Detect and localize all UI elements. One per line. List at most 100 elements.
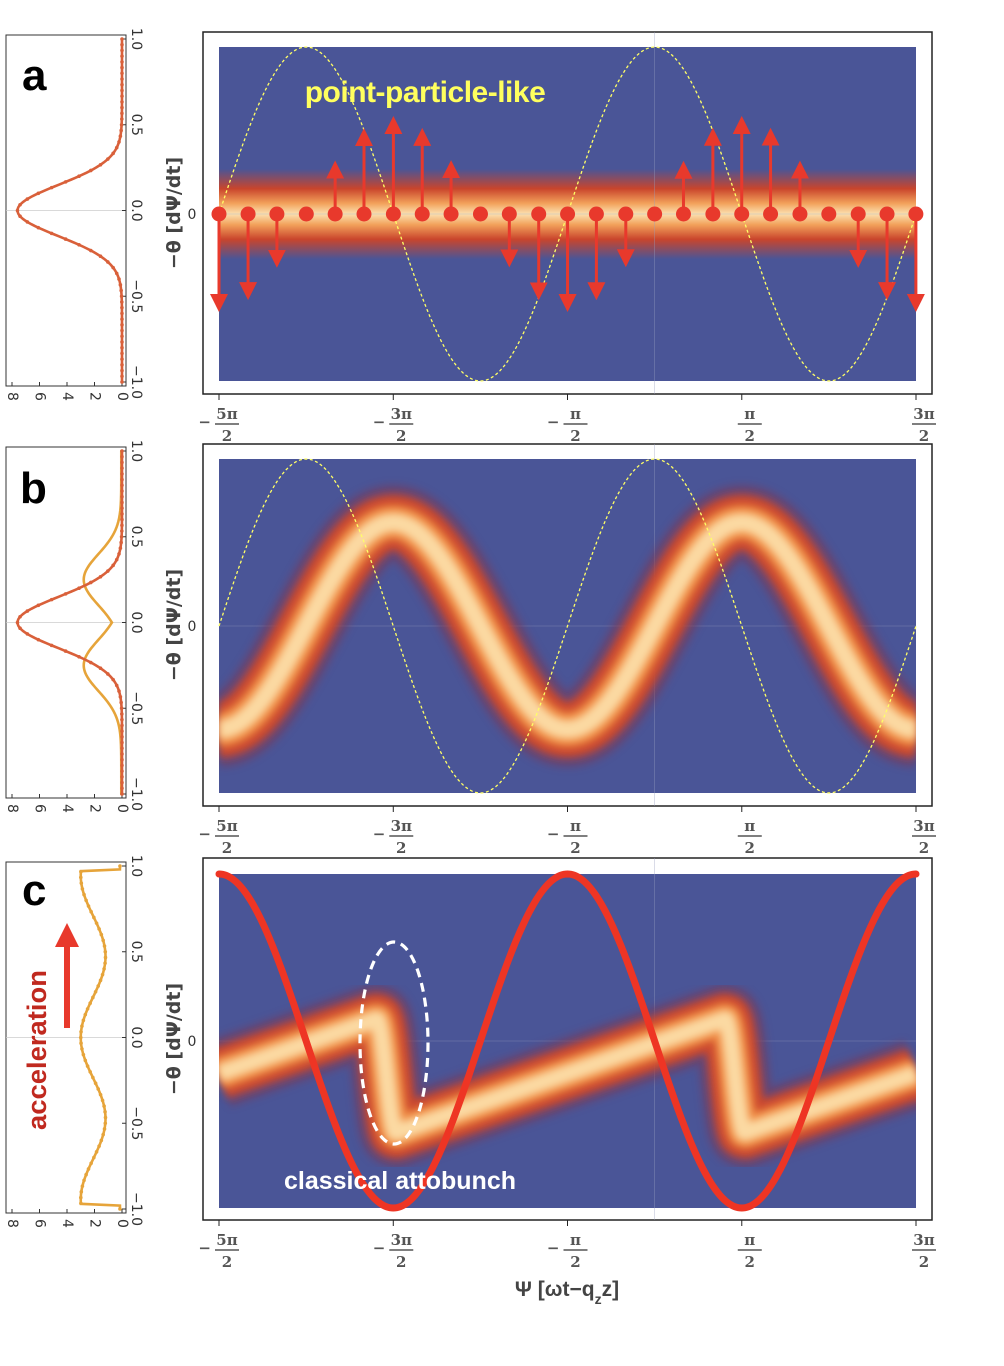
profile-curve-marker	[120, 100, 124, 104]
tick-denominator: 2	[745, 1253, 755, 1271]
density-band	[219, 484, 916, 768]
tick-numerator: 3π	[913, 817, 934, 835]
tick-numerator: 3π	[391, 405, 412, 423]
profile-curve-marker	[119, 700, 123, 705]
profile-curve-marker	[101, 1132, 105, 1137]
profile-curve-marker	[114, 557, 119, 562]
y-axis-label: −θ [dΨ/dt]	[163, 569, 185, 681]
profile-curve-marker	[117, 552, 121, 556]
profile-curve-marker	[93, 989, 98, 994]
profile-y-tick-label: 1.0	[128, 440, 144, 462]
profile-curve-marker	[117, 689, 121, 693]
profile-curve-marker	[120, 60, 124, 64]
particle-marker	[269, 206, 285, 222]
x-tick-label: − π 2	[547, 817, 588, 857]
profile-curve-marker	[25, 197, 30, 201]
reference-curve	[218, 458, 917, 794]
profile-curve-marker	[120, 323, 124, 327]
tick-numerator: 3π	[391, 817, 412, 835]
x-tick-label: 3π2	[912, 405, 936, 445]
profile-curve-marker	[120, 449, 124, 453]
profile-curve-marker	[102, 1104, 106, 1108]
panel-letter-a: a	[22, 51, 47, 100]
profile-curve-marker	[120, 82, 124, 87]
profile-y-tick-label: −1.0	[128, 365, 144, 399]
profile-curve-marker	[84, 898, 88, 903]
x-axis-label-subscript: z	[595, 1291, 602, 1307]
profile-curve-marker	[103, 1110, 107, 1114]
tick-denominator: 2	[222, 427, 232, 445]
profile-curve-marker	[98, 254, 103, 259]
profile-curve-marker	[114, 145, 119, 150]
profile-curve-marker	[118, 695, 123, 699]
profile-curve-marker	[120, 712, 124, 716]
particle-marker	[675, 206, 691, 222]
profile-curve-marker	[103, 1115, 108, 1120]
profile-curve-marker	[63, 180, 68, 184]
tick-numerator: 5π	[216, 817, 237, 835]
profile-curve-marker	[120, 729, 124, 733]
profile-curve-marker	[98, 162, 103, 167]
profile-curve-marker	[79, 881, 84, 885]
particle-marker	[385, 206, 401, 222]
profile-curve-marker	[120, 746, 124, 751]
particle-marker	[356, 206, 372, 222]
profile-y-tick-label: 0.5	[128, 941, 144, 963]
profile-curve-marker	[80, 1024, 84, 1028]
particle-marker	[414, 206, 430, 222]
profile-curve-marker	[18, 626, 22, 631]
tick-numerator: 5π	[216, 1231, 237, 1249]
particle-marker	[734, 206, 750, 222]
profile-curve-marker	[89, 248, 93, 253]
profile-curve-marker	[120, 117, 124, 121]
particle-marker	[327, 206, 343, 222]
profile-x-tick-label: 8	[4, 392, 20, 401]
profile-curve-marker	[92, 1155, 96, 1160]
profile-curve-marker	[120, 317, 124, 321]
density-band	[219, 984, 916, 1168]
profile-curve-marker	[103, 961, 107, 965]
particle-marker	[472, 206, 488, 222]
x-axis-label-main: Ψ [ωt−q	[515, 1278, 595, 1301]
particle-marker	[211, 206, 227, 222]
profile-x-tick-label: 6	[32, 1219, 48, 1228]
profile-curve-marker	[120, 88, 124, 93]
tick-numerator: π	[744, 405, 755, 423]
tick-sign: −	[198, 413, 211, 431]
profile-curve-marker	[83, 1012, 88, 1017]
profile-curve-marker	[15, 620, 20, 625]
x-tick-label: π2	[737, 1231, 762, 1271]
profile-curve-marker	[120, 506, 124, 510]
profile-curve-marker	[120, 300, 124, 304]
profile-curve-marker	[111, 265, 115, 270]
profile-x-tick-label: 2	[87, 804, 103, 813]
x-tick-label: −3π 2	[373, 405, 414, 445]
profile-curve-marker	[18, 202, 22, 207]
y-tick-label: 0	[188, 1034, 197, 1050]
profile-curve-marker	[36, 191, 41, 196]
particle-marker	[240, 206, 256, 222]
x-tick-label: −5π 2	[198, 817, 239, 857]
profile-curve-marker	[49, 643, 54, 648]
profile-curve-marker	[120, 380, 124, 384]
annotation-attobunch: classical attobunch	[284, 1167, 516, 1195]
profile-curve-marker	[77, 655, 81, 659]
profile-y-tick-label: −0.5	[128, 279, 144, 313]
x-tick-label: −5π 2	[198, 1231, 239, 1271]
panel-letter-c: c	[22, 866, 46, 915]
profile-curve-marker	[98, 574, 103, 579]
profile-curve-marker	[81, 1052, 86, 1057]
profile-y-tick-label: 0.0	[128, 611, 144, 633]
profile-curve-marker	[79, 1201, 83, 1206]
profile-curve-marker	[120, 48, 124, 53]
profile-curve-marker	[89, 168, 93, 173]
profile-curve-marker	[25, 220, 30, 224]
panel-letter-b: b	[20, 464, 47, 513]
x-tick-label: −5π 2	[198, 405, 239, 445]
particle-marker	[705, 206, 721, 222]
profile-x-tick-label: 4	[59, 392, 75, 401]
tick-denominator: 2	[919, 839, 929, 857]
tick-numerator: π	[744, 1231, 755, 1249]
profile-curve-marker	[106, 157, 110, 161]
profile-curve-marker	[111, 677, 115, 682]
